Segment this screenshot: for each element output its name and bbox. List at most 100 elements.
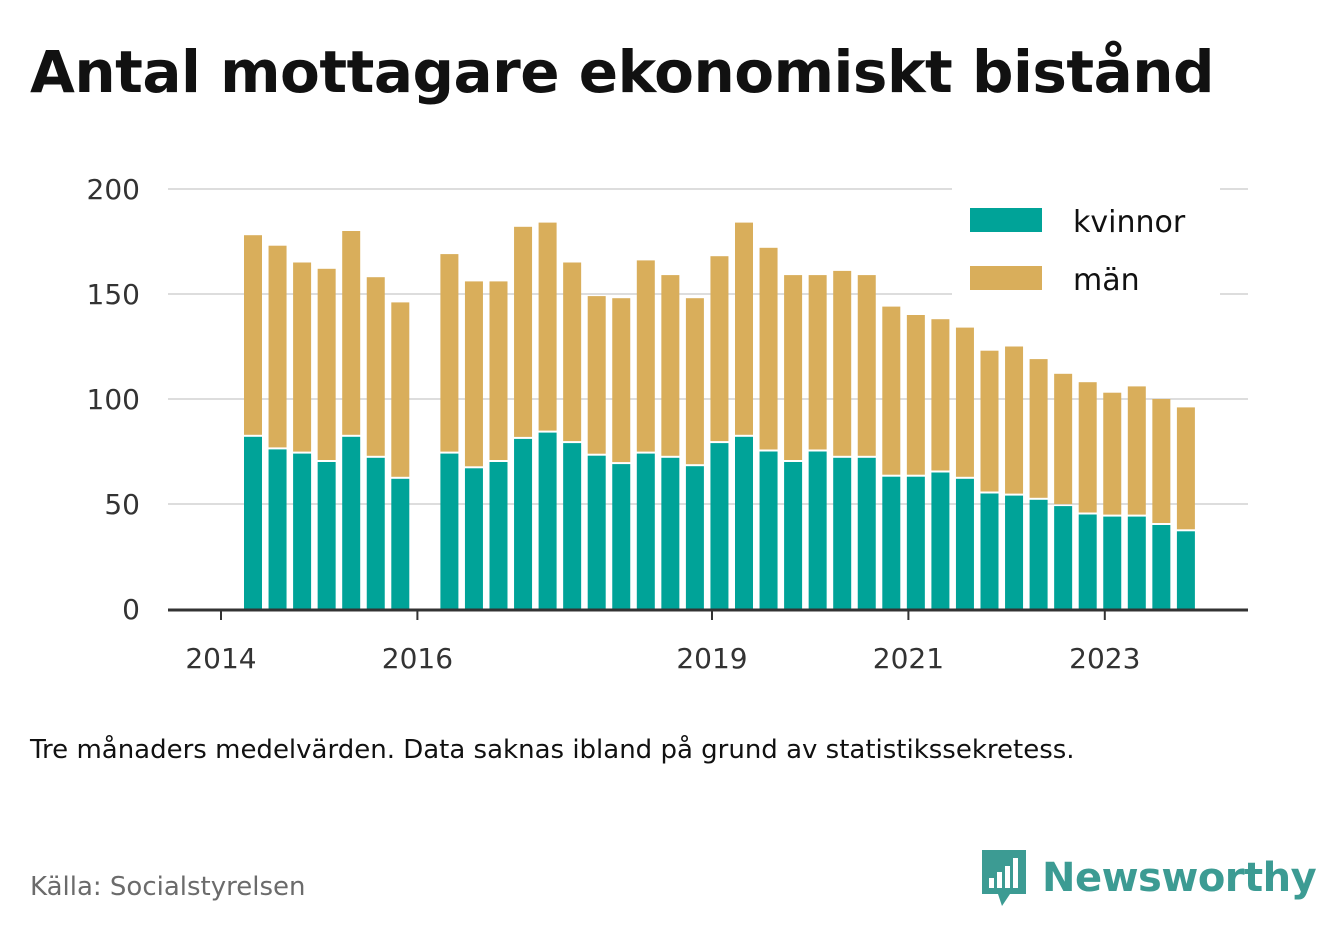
chart-note: Tre månaders medelvärden. Data saknas ib… <box>30 735 1075 765</box>
bar-kvinnor <box>244 436 262 609</box>
bar-man <box>1005 346 1024 494</box>
bar-man <box>759 247 778 450</box>
bar-man <box>784 275 803 460</box>
bar-man <box>514 226 533 437</box>
x-tick-label: 2023 <box>1069 642 1140 675</box>
bar-man <box>440 254 459 452</box>
bar-kvinnor <box>464 468 483 609</box>
bar-man <box>808 275 827 450</box>
bar-man <box>882 306 901 475</box>
bar-kvinnor <box>685 466 704 609</box>
bar-man <box>391 302 410 477</box>
bar-man <box>244 235 262 435</box>
newsworthy-logo: Newsworthy <box>980 848 1317 908</box>
bar-man <box>857 275 876 456</box>
bar-man <box>1152 399 1171 523</box>
bar-kvinnor <box>293 453 312 609</box>
bar-man <box>1127 386 1146 515</box>
bar-kvinnor <box>342 436 361 609</box>
bar-man <box>587 296 606 454</box>
axes: 0 50 100 150 200 2014 2016 2019 2021 2023 <box>87 173 1248 675</box>
bar-kvinnor <box>612 464 631 609</box>
source-credit: Källa: Socialstyrelsen <box>30 872 306 902</box>
bar-man <box>1103 392 1122 515</box>
bars <box>244 222 1195 609</box>
y-tick-label: 200 <box>87 173 140 206</box>
bar-man <box>980 350 999 492</box>
bar-kvinnor <box>882 476 901 609</box>
stacked-bar-chart: 0 50 100 150 200 2014 2016 2019 2021 2023 kvinnor… <box>87 173 1248 675</box>
bar-man <box>1054 373 1073 505</box>
bar-kvinnor <box>808 451 827 609</box>
bar-kvinnor <box>366 457 385 609</box>
bar-kvinnor <box>710 443 729 609</box>
x-tick-label: 2016 <box>382 642 453 675</box>
x-tick-label: 2014 <box>185 642 256 675</box>
bar-man <box>1078 382 1097 513</box>
bar-man <box>366 277 385 456</box>
bar-man <box>612 298 631 463</box>
bar-kvinnor <box>489 462 508 609</box>
bar-kvinnor <box>784 462 803 609</box>
bar-kvinnor <box>1127 516 1146 609</box>
bar-man <box>317 268 336 460</box>
bar-kvinnor <box>1176 531 1195 609</box>
bar-kvinnor <box>759 451 778 609</box>
bar-kvinnor <box>661 457 680 609</box>
bar-kvinnor <box>391 478 410 609</box>
bar-man <box>661 275 680 456</box>
y-tick-label: 50 <box>104 488 140 521</box>
bar-man <box>1176 407 1195 530</box>
bar-man <box>464 281 483 467</box>
bar-kvinnor <box>1078 514 1097 609</box>
bar-man <box>538 222 557 431</box>
bar-kvinnor <box>1029 499 1048 609</box>
bar-kvinnor <box>317 462 336 609</box>
x-tick-label: 2019 <box>676 642 747 675</box>
x-tick-label: 2021 <box>873 642 944 675</box>
bar-man <box>342 231 361 435</box>
bar-kvinnor <box>514 438 533 609</box>
bar-man <box>636 260 655 452</box>
legend-swatch-kvinnor <box>970 208 1042 232</box>
bar-kvinnor <box>1005 495 1024 609</box>
bar-kvinnor <box>440 453 459 609</box>
bar-kvinnor <box>735 436 753 609</box>
bar-man <box>735 222 753 435</box>
legend-label-kvinnor: kvinnor <box>1073 205 1186 240</box>
legend-label-man: män <box>1073 263 1140 298</box>
bar-kvinnor <box>563 443 582 609</box>
y-tick-label: 0 <box>122 593 140 626</box>
newsworthy-chart-icon <box>982 850 1026 906</box>
bar-man <box>833 270 852 456</box>
bar-man <box>710 256 729 442</box>
bar-kvinnor <box>955 478 974 609</box>
bar-kvinnor <box>857 457 876 609</box>
bar-kvinnor <box>906 476 925 609</box>
bar-kvinnor <box>1152 525 1171 609</box>
bar-man <box>1029 359 1048 498</box>
bar-man <box>268 245 287 448</box>
y-tick-label: 150 <box>87 278 140 311</box>
bar-man <box>906 315 925 475</box>
bar-kvinnor <box>1103 516 1122 609</box>
bar-kvinnor <box>1054 506 1073 609</box>
bar-kvinnor <box>587 455 606 609</box>
y-tick-label: 100 <box>87 383 140 416</box>
bar-man <box>563 262 582 442</box>
legend-swatch-man <box>970 266 1042 290</box>
bar-kvinnor <box>636 453 655 609</box>
bar-man <box>931 319 950 471</box>
bar-man <box>685 298 704 465</box>
bar-man <box>955 327 974 477</box>
page-title: Antal mottagare ekonomiskt bistånd <box>30 38 1215 106</box>
bar-kvinnor <box>833 457 852 609</box>
legend: kvinnor män <box>952 188 1220 298</box>
brand-name: Newsworthy <box>1042 855 1317 901</box>
bar-kvinnor <box>931 472 950 609</box>
bar-man <box>293 262 312 452</box>
bar-kvinnor <box>980 493 999 609</box>
bar-kvinnor <box>538 432 557 609</box>
bar-man <box>489 281 508 460</box>
bar-kvinnor <box>268 449 287 609</box>
